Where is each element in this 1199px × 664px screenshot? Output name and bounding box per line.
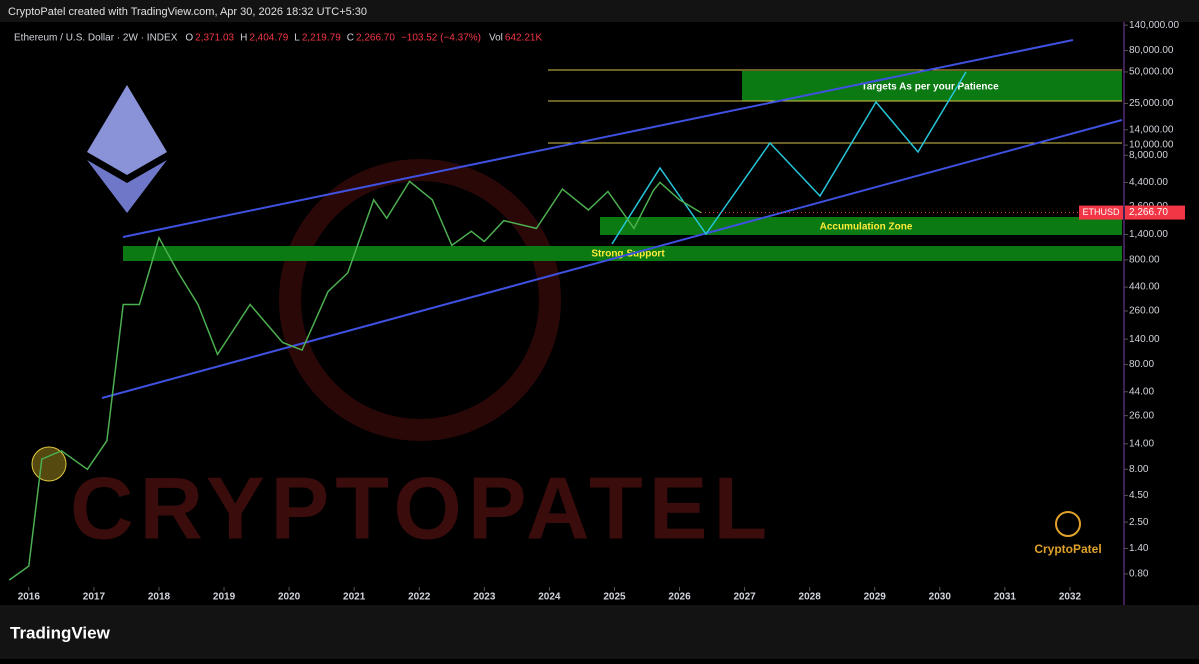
last-price-badge [1125,205,1185,220]
y-tick-label: 2.50 [1129,517,1149,528]
symbol: Ethereum / U.S. Dollar · 2W · INDEX [14,33,178,44]
x-tick-label: 2022 [408,592,431,603]
x-tick-label: 2024 [538,592,561,603]
x-tick-label: 2026 [668,592,691,603]
ohlc-value: 2,219.79 [302,33,341,44]
x-tick-label: 2032 [1059,592,1082,603]
y-tick-label: 800.00 [1129,255,1160,266]
y-tick-label: 440.00 [1129,282,1160,293]
y-tick-label: 14.00 [1129,438,1154,449]
y-tick-label: 4.50 [1129,490,1149,501]
x-tick-label: 2016 [18,592,41,603]
y-tick-label: 1.40 [1129,543,1149,554]
ohlc-value: 2,371.03 [195,33,234,44]
y-tick-label: 14,000.00 [1129,124,1174,135]
x-tick-label: 2027 [733,592,756,603]
header: CryptoPatel created with TradingView.com… [8,6,367,18]
projection-path [611,71,967,245]
eth-logo-top [87,85,167,175]
x-tick-label: 2023 [473,592,496,603]
y-tick-label: 44.00 [1129,386,1154,397]
symbol-badge [1079,205,1123,220]
ohlc-key: O [185,33,193,44]
ohlc-key: C [347,33,354,44]
y-tick-label: 26.00 [1129,410,1154,421]
y-tick-label: 8,000.00 [1129,150,1168,161]
channel-bottom [101,119,1123,399]
volume-key: Vol [489,33,503,44]
footer-logo: TradingView [10,623,111,642]
symbol-name: ETHUSD [1082,207,1120,217]
logo-icon [1055,511,1081,537]
price-line [8,180,702,581]
ohlc-key: L [294,33,300,44]
y-tick-label: 25,000.00 [1129,98,1174,109]
header-bar [0,0,1199,22]
x-tick-label: 2031 [994,592,1017,603]
legend: Ethereum / U.S. Dollar · 2W · INDEX O 2,3… [14,33,542,44]
accumulation-label: Accumulation Zone [820,222,913,233]
x-tick-label: 2021 [343,592,366,603]
y-tick-label: 50,000.00 [1129,67,1174,78]
volume-value: 642.21K [505,33,543,44]
last-price-label: 2,266.70 [1129,207,1168,218]
x-tick-label: 2018 [148,592,171,603]
x-tick-label: 2020 [278,592,301,603]
ohlc-key: H [240,33,247,44]
x-tick-label: 2028 [799,592,822,603]
watermark: CRYPTOPATEL [70,458,773,557]
x-tick-label: 2025 [603,592,626,603]
y-tick-label: 1,400.00 [1129,229,1168,240]
y-tick-label: 4,400.00 [1129,177,1168,188]
y-tick-label: 0.80 [1129,569,1149,580]
watermark-ring [279,159,561,441]
y-tick-label: 8.00 [1129,464,1149,475]
x-tick-label: 2030 [929,592,952,603]
y-tick-label: 140,000.00 [1129,20,1179,31]
accumulation-zone [600,217,1122,235]
x-tick-label: 2017 [83,592,106,603]
x-tick-label: 2029 [864,592,887,603]
y-tick-label: 140.00 [1129,334,1160,345]
target-label: Targets As per your Patience [861,82,999,93]
y-tick-label: 260.00 [1129,306,1160,317]
change: −103.52 (−4.37%) [401,33,481,44]
ohlc-value: 2,404.79 [249,33,288,44]
channel-top [122,39,1074,238]
eth-logo-bottom [87,160,167,213]
x-tick-label: 2019 [213,592,236,603]
highlight-circle [31,446,67,482]
footer-bar [0,605,1199,659]
y-tick-label: 80.00 [1129,359,1154,370]
logo-text: CryptoPatel [1034,542,1101,556]
ohlc-value: 2,266.70 [356,33,395,44]
y-tick-label: 80,000.00 [1129,45,1174,56]
y-tick-label: 10,000.00 [1129,140,1174,151]
support-zone [123,246,1122,261]
